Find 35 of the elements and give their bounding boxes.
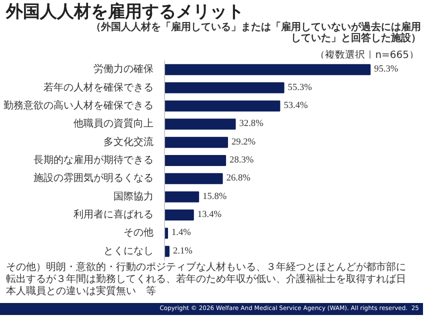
bar: [164, 64, 371, 76]
y-tick-label: その他: [124, 226, 154, 239]
data-label: 13.4%: [197, 210, 222, 220]
chart-title: 外国人人材を雇用するメリット: [6, 1, 244, 22]
data-label: 32.8%: [239, 119, 264, 130]
chart-subtitle: （外国人人材を「雇用している」または「雇用していないが過去には雇用していた」と回答した施設）: [91, 22, 421, 44]
y-tick-label: 長期的な雇用が期待できる: [34, 154, 154, 166]
data-label: 53.4%: [284, 100, 308, 111]
y-tick-label: 他職員の資質向上: [74, 118, 154, 130]
y-tick-label: 多文化交流: [104, 136, 154, 148]
bar: [164, 191, 200, 202]
y-tick-label: 利用者に喜ばれる: [74, 208, 154, 221]
text: その他）明朗・意欲的・行動のポジティブな人材もいる、３年経つとほとんどが都市部に転出するが３年間は勤務してくれる、若年のため年収が低い、介護福祉士を取得すれば日本人職員との違いは実質無い 等: [5, 262, 407, 298]
y-tick-label: 若年の人材を確保できる: [44, 81, 154, 94]
data-label: 28.3%: [230, 156, 254, 166]
bar: [164, 136, 228, 148]
y-tick-label: 施設の雰囲気が明るくなる: [34, 172, 154, 184]
y-tick-label: 勤務意欲の高い人材を確保できる: [4, 99, 154, 112]
y-tick-label: 労働力の確保: [94, 63, 154, 76]
bar: [164, 100, 280, 112]
y-tick-label: 国際協力: [114, 190, 154, 202]
data-label: 1.4%: [172, 228, 192, 238]
bar: [164, 118, 236, 130]
bar: [164, 210, 194, 221]
bar: [164, 155, 226, 166]
data-label: 55.3%: [288, 82, 312, 93]
data-label: 26.8%: [226, 174, 251, 184]
bar: [164, 246, 170, 257]
bar: [164, 82, 284, 94]
data-label: 15.8%: [202, 192, 227, 202]
data-label: 2.1%: [173, 246, 193, 256]
data-label: 95.3%: [374, 64, 398, 75]
data-label: 29.2%: [231, 137, 256, 148]
y-tick-label: とくになし: [104, 246, 154, 257]
bar: [164, 173, 223, 184]
